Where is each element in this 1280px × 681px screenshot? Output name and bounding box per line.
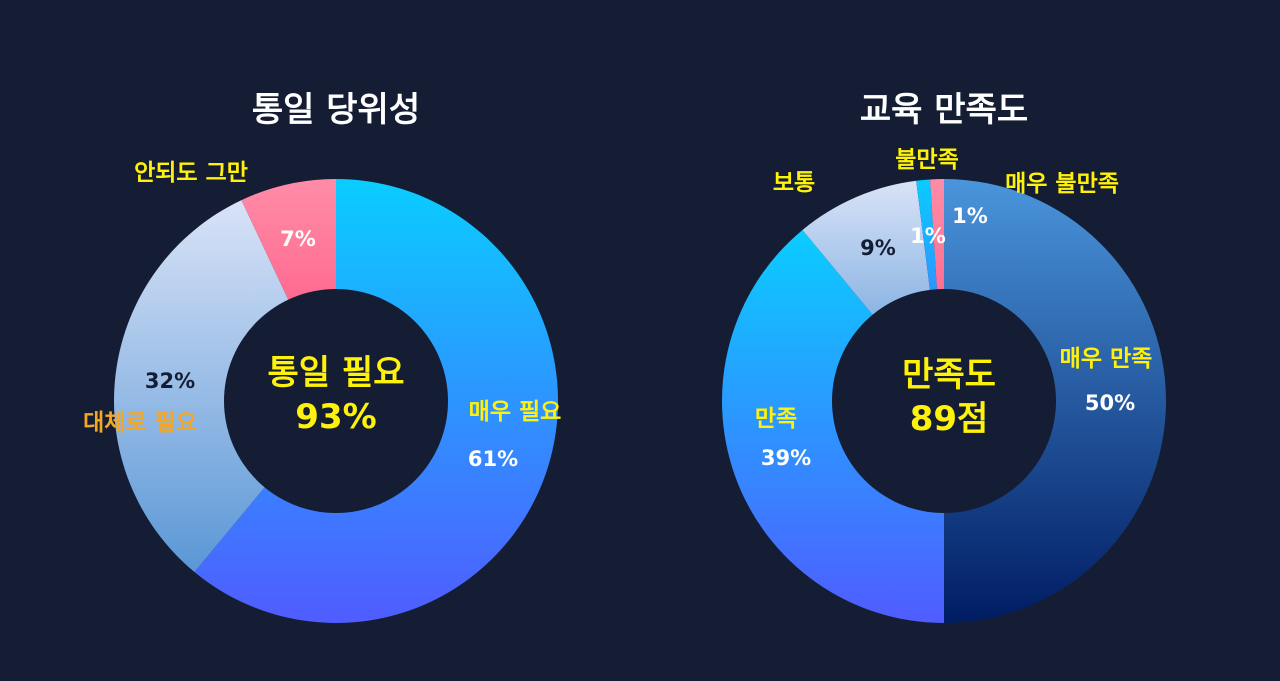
slice-label-mostly-necessary: 대체로 필요 (83, 410, 197, 436)
slice-label-dont-care: 안되도 그만 (134, 160, 248, 186)
slice-value-very-necessary: 61% (468, 447, 518, 471)
slice-value-dissatisfied: 1% (910, 224, 946, 248)
slice-label-dissatisfied: 불만족 (895, 147, 958, 173)
slice-value-very-satisfied: 50% (1085, 391, 1135, 415)
slice-value-very-dissatisfied: 1% (952, 204, 988, 228)
donut-hole (832, 289, 1056, 513)
slice-label-neutral: 보통 (773, 170, 815, 196)
slice-label-very-dissatisfied: 매우 불만족 (1005, 171, 1119, 197)
slice-label-satisfied: 만족 (755, 406, 797, 432)
slice-label-very-satisfied: 매우 만족 (1060, 346, 1153, 372)
chart-title: 교육 만족도 (860, 90, 1028, 130)
slice-value-neutral: 9% (860, 236, 896, 260)
center-value: 93% (295, 397, 376, 437)
center-label: 통일 필요 (268, 353, 405, 393)
slice-label-very-necessary: 매우 필요 (469, 399, 562, 425)
center-label: 만족도 (902, 355, 996, 395)
slice-만족 (722, 229, 944, 624)
slice-value-dont-care: 7% (280, 227, 316, 251)
chart-title: 통일 당위성 (252, 90, 420, 130)
slice-value-mostly-necessary: 32% (145, 369, 195, 393)
slice-value-satisfied: 39% (761, 446, 811, 470)
chart-education-satisfaction: 교육 만족도 만족도 89점 매우 만족 50% 만족 39% 보통 9% 불만… (722, 90, 1166, 624)
center-value: 89점 (910, 399, 989, 439)
donut-hole (224, 289, 448, 513)
chart-unification-necessity: 통일 당위성 통일 필요 93% 매우 필요 61% 32% 대체로 필요 안되… (83, 90, 561, 623)
